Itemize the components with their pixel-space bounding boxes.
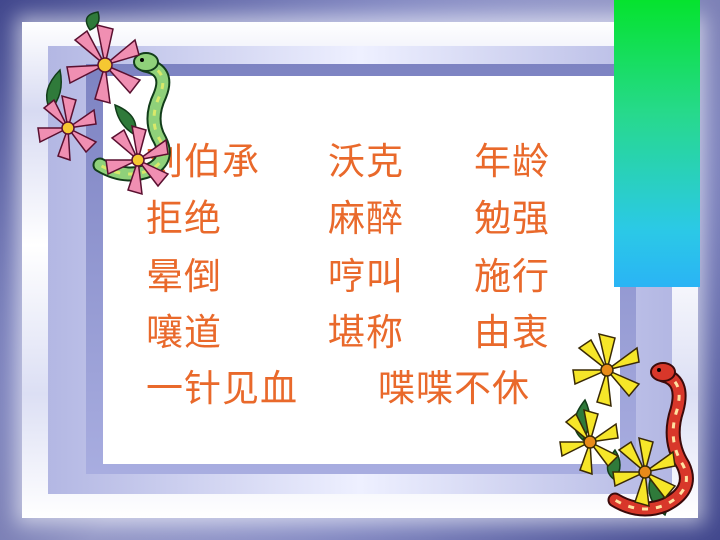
word-r3-c3: 施行	[474, 255, 550, 298]
word-r5-c1: 一针见血	[146, 367, 298, 410]
word-r2-c3: 勉强	[474, 197, 550, 240]
word-r3-c1: 晕倒	[146, 255, 222, 298]
gradient-bar	[614, 0, 700, 287]
word-r4-c1: 嚷道	[146, 311, 222, 354]
word-r3-c2: 哼叫	[328, 255, 404, 298]
word-r1-c2: 沃克	[328, 140, 404, 183]
word-r4-c2: 堪称	[328, 311, 404, 354]
flower-snake-clipart-bottom-right	[559, 332, 694, 517]
word-r1-c3: 年龄	[474, 140, 550, 183]
word-r4-c3: 由衷	[474, 311, 550, 354]
word-r2-c1: 拒绝	[146, 197, 222, 240]
word-r5-c2: 喋喋不休	[378, 367, 530, 410]
content-panel	[103, 76, 620, 464]
flower-snake-clipart-top-left	[37, 11, 171, 196]
word-r2-c2: 麻醉	[328, 197, 404, 240]
